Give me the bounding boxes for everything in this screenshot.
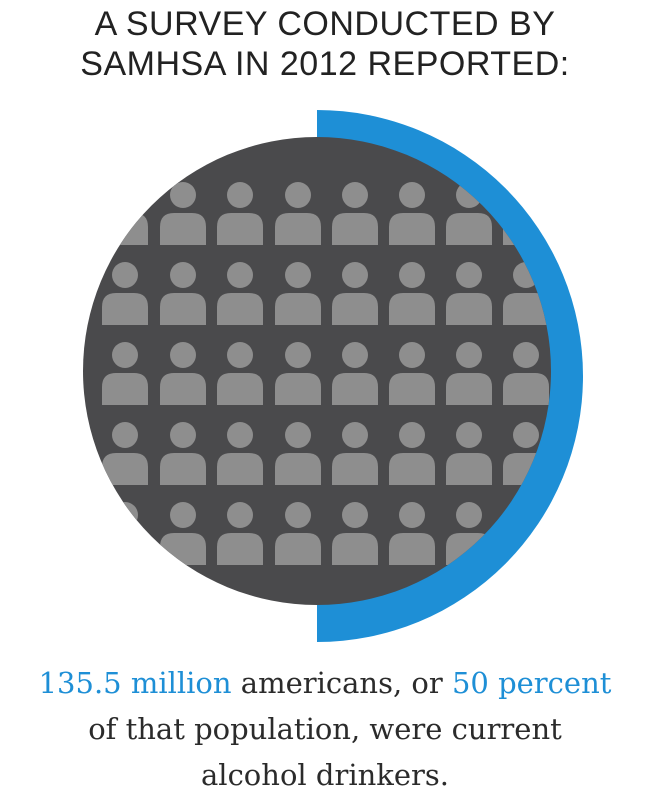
person-icon <box>217 262 263 325</box>
person-icon <box>160 422 206 485</box>
person-icon <box>389 262 435 325</box>
person-icon <box>217 182 263 245</box>
highlight-count: 135.5 million <box>38 666 232 700</box>
person-icon <box>102 422 148 485</box>
caption-line-3: alcohol drinkers. <box>201 758 449 792</box>
person-icon <box>275 422 321 485</box>
person-icon <box>446 342 492 405</box>
person-icon <box>102 262 148 325</box>
person-icon <box>503 342 549 405</box>
headline-line-1: A SURVEY CONDUCTED BY <box>94 5 556 43</box>
person-icon <box>332 422 378 485</box>
person-icon <box>332 182 378 245</box>
person-icon <box>217 342 263 405</box>
person-icon <box>332 502 378 565</box>
person-icon <box>160 182 206 245</box>
headline: A SURVEY CONDUCTED BY SAMHSA IN 2012 REP… <box>0 4 650 84</box>
caption-text-after-count: americans, or <box>231 666 452 700</box>
person-icon <box>217 502 263 565</box>
person-icon <box>389 342 435 405</box>
person-icon <box>275 502 321 565</box>
person-icon <box>446 422 492 485</box>
population-circle <box>83 137 551 605</box>
person-icon <box>160 342 206 405</box>
highlight-percent: 50 percent <box>451 666 612 700</box>
person-icon <box>275 262 321 325</box>
person-icon <box>446 262 492 325</box>
caption-line-2: of that population, were current <box>88 712 562 746</box>
person-icon <box>275 342 321 405</box>
person-icon <box>332 262 378 325</box>
caption-line-1: 135.5 million americans, or 50 percent <box>0 660 650 706</box>
headline-line-2: SAMHSA IN 2012 REPORTED: <box>80 45 570 83</box>
person-icon <box>332 342 378 405</box>
caption: 135.5 million americans, or 50 percent o… <box>0 660 650 798</box>
person-icon <box>102 182 148 245</box>
person-icon <box>275 182 321 245</box>
person-icon <box>102 342 148 405</box>
person-icon <box>389 182 435 245</box>
person-icon <box>389 502 435 565</box>
person-icon <box>389 422 435 485</box>
person-icon <box>217 422 263 485</box>
person-icon <box>160 262 206 325</box>
